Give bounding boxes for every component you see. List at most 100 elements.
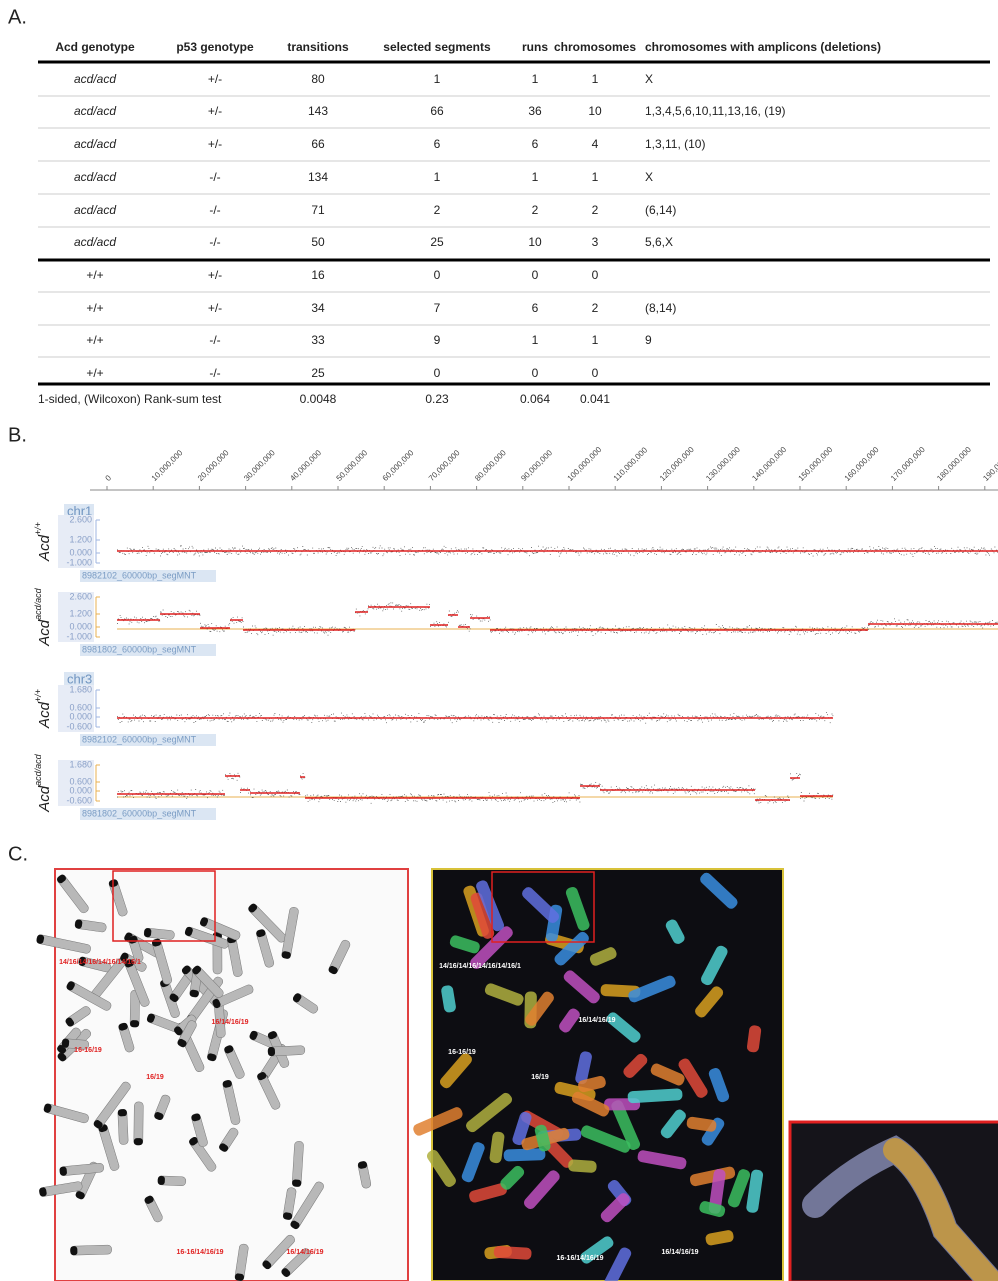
- axis-label: 2.600: [69, 591, 92, 601]
- table-cell: 3: [592, 235, 599, 249]
- genotype-label: Acd+/+: [33, 689, 53, 729]
- table-cell: +/-: [208, 104, 222, 118]
- column-header: p53 genotype: [176, 40, 254, 54]
- table-cell: 1: [592, 170, 599, 184]
- table-cell: 6: [532, 301, 539, 315]
- annotation: 16/14/16/19: [212, 1019, 249, 1026]
- sample-label: 8982102_60000bp_segMNT: [82, 734, 197, 744]
- table-cell: 0: [592, 366, 599, 380]
- column-header: chromosomes with amplicons (deletions): [645, 40, 881, 54]
- position-label: 190,000,000: [981, 445, 998, 483]
- table-cell: 0: [434, 366, 441, 380]
- position-label: 40,000,000: [288, 448, 323, 483]
- table-cell: 1: [532, 170, 539, 184]
- annotation: 16/14/16/19: [287, 1249, 324, 1256]
- axis-label: -1.000: [66, 557, 92, 567]
- position-label: 80,000,000: [473, 448, 508, 483]
- table-cell: -/-: [209, 366, 220, 380]
- position-label: 120,000,000: [658, 445, 696, 483]
- table-cell: +/+: [86, 333, 103, 347]
- table-cell: 1: [592, 72, 599, 86]
- summary-cell: 0.0048: [300, 392, 337, 406]
- position-label: 30,000,000: [242, 448, 277, 483]
- summary-cell: 0.041: [580, 392, 610, 406]
- segments: [117, 776, 833, 800]
- table-cell: acd/acd: [74, 203, 116, 217]
- table-cell: +/+: [86, 268, 103, 282]
- centromere: [130, 1020, 139, 1027]
- summary-cell: 0.064: [520, 392, 550, 406]
- axis-label: -1.000: [66, 631, 92, 641]
- position-label: 0: [104, 473, 114, 483]
- table-cell: 7: [434, 301, 441, 315]
- table-cell: (8,14): [645, 301, 676, 315]
- chromosome: [494, 1246, 532, 1260]
- sample-label: 8981802_60000bp_segMNT: [82, 644, 197, 654]
- genotype-base: Acd: [36, 785, 53, 813]
- axis-label: 0.000: [69, 547, 92, 557]
- axis-label: 0.000: [69, 785, 92, 795]
- genotype-sup: +/+: [33, 689, 43, 702]
- table-cell: 1: [532, 72, 539, 86]
- table-cell: 1: [532, 333, 539, 347]
- position-label: 20,000,000: [196, 448, 231, 483]
- sample-label: 8981802_60000bp_segMNT: [82, 808, 197, 818]
- table-cell: 6: [532, 137, 539, 151]
- centromere: [134, 1138, 143, 1145]
- table-cell: +/-: [208, 268, 222, 282]
- axis-label: 1.200: [69, 608, 92, 618]
- annotation: 16-16/19: [448, 1049, 476, 1056]
- annotation: 16/19: [531, 1074, 549, 1081]
- axis-label: -0.600: [66, 721, 92, 731]
- annotation: 14/16/14/16/14/16/14/16/1: [439, 963, 521, 970]
- position-label: 60,000,000: [381, 448, 416, 483]
- table-cell: 50: [311, 235, 325, 249]
- position-label: 170,000,000: [889, 445, 927, 483]
- table-cell: +/-: [208, 72, 222, 86]
- table-cell: 6: [434, 137, 441, 151]
- table-cell: 71: [311, 203, 325, 217]
- table-cell: 1,3,11, (10): [645, 137, 705, 151]
- table-cell: 9: [434, 333, 441, 347]
- table-cell: 5,6,X: [645, 235, 673, 249]
- table-cell: 1: [592, 333, 599, 347]
- centromere: [62, 1038, 70, 1048]
- table-cell: (6,14): [645, 203, 676, 217]
- figure: A. B. C. Acd genotypep53 genotypetransit…: [0, 0, 998, 1281]
- position-label: 150,000,000: [797, 445, 835, 483]
- table-cell: 134: [308, 170, 328, 184]
- table-cell: X: [645, 170, 653, 184]
- table-cell: +/-: [208, 301, 222, 315]
- segments: [117, 607, 998, 630]
- genotype-label: Acdacd/acd: [33, 753, 53, 812]
- panel-label: B.: [8, 424, 27, 446]
- axis-label: 2.600: [69, 514, 92, 524]
- annotation: 16-16/14/16/19: [556, 1255, 603, 1262]
- position-label: 50,000,000: [335, 448, 370, 483]
- chromosome: [503, 1148, 545, 1162]
- table-cell: 66: [311, 137, 325, 151]
- centromere: [70, 1246, 77, 1255]
- table-cell: 0: [532, 268, 539, 282]
- table-cell: 1,3,4,5,6,10,11,13,16, (19): [645, 104, 786, 118]
- column-header: selected segments: [383, 40, 491, 54]
- table-cell: 4: [592, 137, 599, 151]
- annotation: 16-16/14/16/19: [176, 1249, 223, 1256]
- table-cell: -/-: [209, 203, 220, 217]
- genotype-label: Acdacd/acd: [33, 587, 53, 646]
- table-cell: 34: [311, 301, 325, 315]
- genotype-sup: +/+: [33, 522, 43, 535]
- table-cell: 36: [528, 104, 542, 118]
- table-cell: +/-: [208, 137, 222, 151]
- panel-label: A.: [8, 6, 27, 28]
- centromere: [158, 1176, 165, 1185]
- panel-label: C.: [8, 843, 28, 865]
- axis-label: 1.200: [69, 534, 92, 544]
- sample-label: 8982102_60000bp_segMNT: [82, 570, 197, 580]
- position-label: 140,000,000: [750, 445, 788, 483]
- position-label: 10,000,000: [150, 448, 185, 483]
- table-cell: 10: [528, 235, 542, 249]
- column-header: transitions: [287, 40, 349, 54]
- table-cell: 0: [592, 268, 599, 282]
- table-cell: 2: [592, 203, 599, 217]
